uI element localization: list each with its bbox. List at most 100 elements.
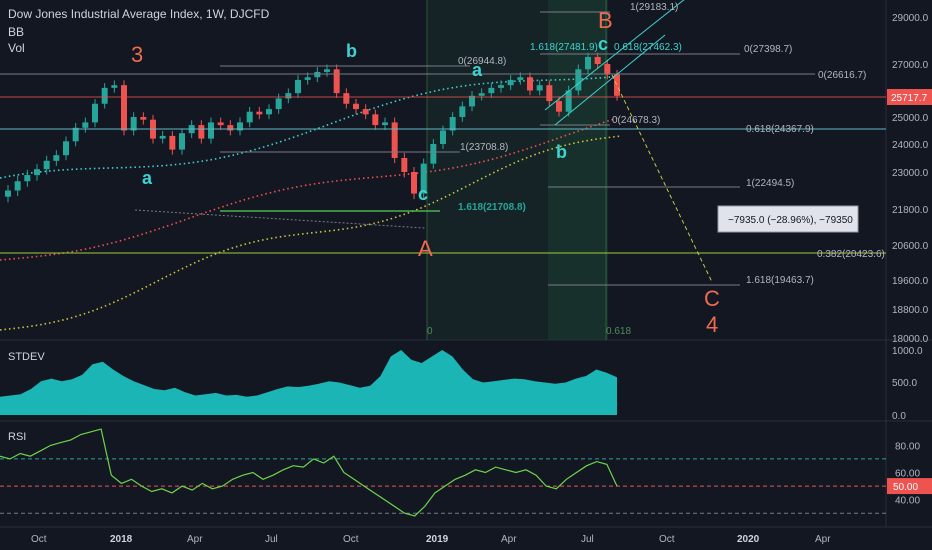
wave-label-teal: a [142, 168, 153, 188]
candle-body [498, 85, 504, 88]
fib-zone-1 [427, 0, 607, 340]
candle-body [372, 114, 379, 126]
candle-body [5, 190, 11, 197]
time-tick-label: Jul [265, 534, 278, 545]
candle-body [459, 106, 466, 117]
fib-label: 0(27398.7) [744, 44, 792, 55]
candle-body [159, 135, 166, 139]
channel-upper [544, 0, 685, 111]
axes: 29000.0 27000.0 25000.0 24000.0 23000.0 21800… [31, 13, 932, 545]
candle-body [24, 175, 31, 182]
fib-bottom-label-618: 0.618 [606, 326, 631, 337]
fib-label: 1(29183.1) [630, 2, 678, 13]
time-tick-label: 2018 [110, 534, 133, 545]
fib-label: 0(26616.7) [818, 70, 866, 81]
rsi-line [0, 428, 618, 517]
fib-label: 1.618(19463.7) [746, 275, 814, 286]
wave-label-red: B [598, 8, 613, 33]
candle-body [478, 93, 485, 96]
indicator-vol: Vol [8, 41, 25, 55]
candle-body [449, 117, 456, 131]
candle-body [208, 122, 214, 139]
price-tick-label: 23000.0 [892, 168, 929, 179]
time-tick-label: 2020 [737, 534, 760, 545]
time-tick-label: Oct [31, 534, 47, 545]
time-tick-label: Apr [501, 534, 517, 545]
last-price-label: 25717.7 [891, 93, 928, 104]
fib-label: 1.618(27481.9) [530, 42, 598, 53]
measure-box [717, 205, 859, 233]
price-tick-label: 27000.0 [892, 60, 929, 71]
candle-body [324, 69, 330, 72]
price-tick-label: 20600.0 [892, 241, 929, 252]
candle-body [430, 144, 437, 164]
stdev-panel: STDEV 1000.0 500.0 0.0 [0, 346, 923, 422]
rsi-tick-label: 40.00 [895, 496, 920, 507]
last-price-badge [887, 89, 932, 105]
candle-body [488, 87, 495, 94]
fib-label: 0.618(24367.9) [746, 124, 814, 135]
candle-body [295, 79, 301, 94]
stdev-tick-label: 0.0 [892, 411, 906, 422]
fib-label: 0(26944.8) [458, 56, 506, 67]
candle-body [614, 74, 620, 96]
fib-label: 1.618(21708.8) [458, 202, 526, 213]
bb-middle-band [0, 116, 621, 261]
rsi-panel: RSI 80.00 60.00 40.00 50.00 [0, 428, 932, 517]
time-tick-label: 2019 [426, 534, 449, 545]
rsi-tick-label: 60.00 [895, 469, 920, 480]
time-tick-label: Apr [187, 534, 203, 545]
price-tick-label: 25000.0 [892, 113, 929, 124]
candle-body [169, 135, 176, 150]
candle-body [179, 133, 185, 150]
candle-body [256, 111, 263, 115]
price-tick-label: 21800.0 [892, 205, 929, 216]
indicator-bb: BB [8, 25, 24, 39]
fib-label: 1(23708.8) [460, 142, 508, 153]
candle-body [285, 93, 292, 99]
candle-body [382, 122, 388, 126]
candle-body [14, 181, 21, 191]
price-tick-label: 18800.0 [892, 305, 929, 316]
price-tick-label: 18000.0 [892, 334, 929, 345]
candle-body [217, 122, 224, 126]
rsi-title: RSI [8, 431, 26, 443]
candle-body [391, 122, 398, 158]
candle-body [362, 109, 369, 115]
fib-label: 0.618(27462.3) [614, 42, 682, 53]
wave-label-red: 4 [706, 312, 718, 337]
candle-body [111, 85, 118, 88]
time-tick-label: Jul [581, 534, 594, 545]
candle-body [517, 77, 524, 80]
candle-body [130, 117, 137, 131]
candle-body [527, 77, 533, 91]
candle-body [585, 56, 591, 70]
fib-label: 0(24678.3) [612, 115, 660, 126]
candle-body [237, 122, 243, 131]
candle-body [314, 71, 321, 78]
projection-line [611, 74, 713, 283]
candle-body [227, 125, 234, 131]
wave-label-red: C [704, 286, 720, 311]
candle-body [246, 111, 253, 123]
candle-body [63, 141, 69, 156]
stdev-tick-label: 500.0 [892, 378, 917, 389]
candle-body [411, 172, 417, 194]
wave-label-red: A [418, 236, 433, 261]
candle-body [594, 56, 601, 64]
candle-body [546, 85, 553, 102]
fib-label: 0.382(20423.6) [817, 249, 885, 260]
candle-body [140, 117, 147, 120]
channel-lower [554, 34, 666, 126]
candle-body [53, 155, 60, 161]
candle-body [304, 77, 311, 80]
fib-label: 1(22494.5) [746, 178, 794, 189]
candle-body [343, 93, 350, 104]
candle-body [101, 87, 108, 104]
fibonacci-lines: 1(29183.1) 1.618(27481.9) 0.618(27462.3) 0(… [0, 0, 886, 286]
wave-label-teal: a [472, 60, 483, 80]
rsi-tick-label: 80.00 [895, 441, 920, 452]
candle-body [440, 130, 446, 144]
candle-body [469, 95, 475, 107]
